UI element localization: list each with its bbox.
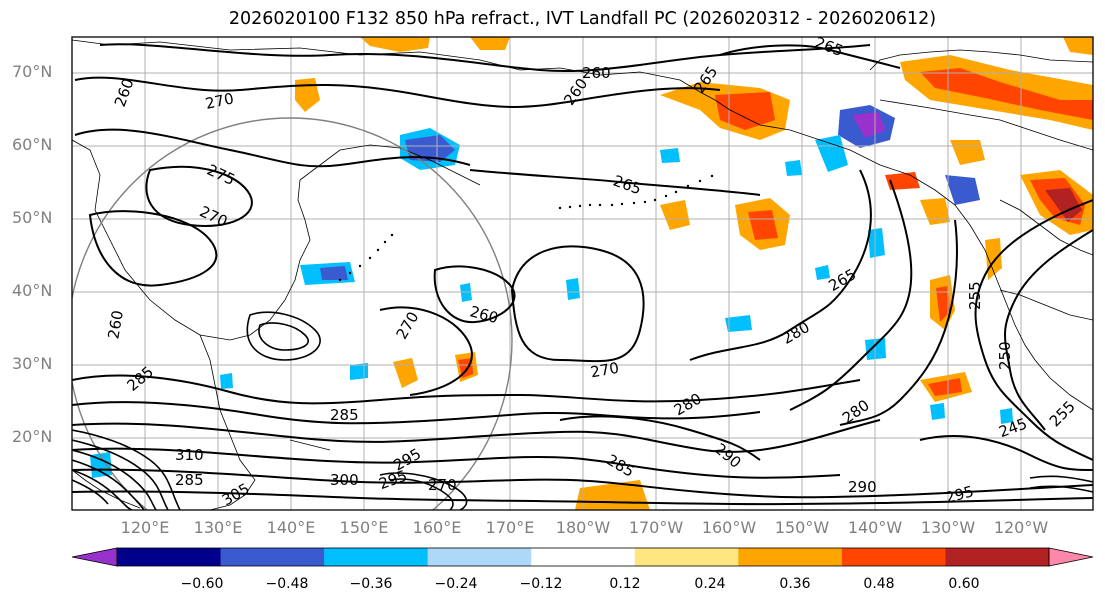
lat-label: 50°N <box>12 208 53 227</box>
colorbar <box>71 547 1094 567</box>
lon-label: 120°W <box>993 518 1049 537</box>
colorbar-tick-label: 0.48 <box>863 576 895 592</box>
contour-label: 270 <box>589 359 620 382</box>
lat-label: 70°N <box>12 62 53 81</box>
lat-label: 20°N <box>12 427 53 446</box>
colorbar-frame <box>116 547 1050 567</box>
lon-label: 180°W <box>555 518 611 537</box>
colorbar-tick-label: −0.48 <box>265 576 309 592</box>
colorbar-tick-label: −0.36 <box>349 576 393 592</box>
map-title: 2026020100 F132 850 hPa refract., IVT La… <box>228 9 937 29</box>
contour-label: 290 <box>848 478 877 496</box>
colorbar-tick-label: 0.12 <box>609 576 641 592</box>
colorbar-cell <box>117 548 222 566</box>
lat-label: 40°N <box>12 281 53 300</box>
colorbar-cell <box>945 548 1050 566</box>
colorbar-tick-label: −0.12 <box>519 576 563 592</box>
lon-label: 170°E <box>485 518 535 537</box>
islands <box>338 174 714 282</box>
colorbar-tick-label: 0.36 <box>779 576 811 592</box>
lon-label: 150°W <box>774 518 830 537</box>
contour-label: 260 <box>582 64 611 82</box>
colorbar-cell <box>841 548 946 566</box>
contour-label: 250 <box>996 341 1014 370</box>
lon-label: 150°E <box>339 518 389 537</box>
domain-circle <box>72 117 513 510</box>
colorbar-extend-right <box>1048 547 1094 567</box>
lon-label: 130°W <box>920 518 976 537</box>
lon-label: 160°W <box>701 518 757 537</box>
contour-label: 260 <box>104 309 127 340</box>
colorbar-cell <box>220 548 325 566</box>
map-frame <box>71 36 1094 511</box>
lon-label: 170°W <box>628 518 684 537</box>
contour-label: 270 <box>428 476 457 494</box>
contour-lines <box>72 43 1093 506</box>
lon-label: 160°E <box>412 518 462 537</box>
contour-label: 310 <box>175 446 204 464</box>
colorbar-tick-label: 0.24 <box>694 576 726 592</box>
lat-label: 30°N <box>12 354 53 373</box>
colorbar-tick-label: 0.60 <box>948 576 980 592</box>
lon-label: 120°E <box>120 518 170 537</box>
contour-label: 300 <box>330 471 359 489</box>
colorbar-cells <box>117 548 1050 566</box>
colorbar-extend-left <box>71 547 118 567</box>
contour-label: 285 <box>175 471 204 489</box>
contour-label: 285 <box>330 406 359 424</box>
colorbar-cell <box>634 548 739 566</box>
contour-cluster <box>72 311 1093 510</box>
colorbar-tick-label: −0.24 <box>434 576 478 592</box>
colorbar-cell <box>324 548 429 566</box>
lon-label: 140°E <box>266 518 316 537</box>
lon-label: 140°W <box>847 518 903 537</box>
colorbar-cell <box>531 548 636 566</box>
contour-label: 255 <box>966 281 984 310</box>
colorbar-cell <box>427 548 532 566</box>
lon-label: 130°E <box>193 518 243 537</box>
colorbar-tick-label: −0.60 <box>180 576 224 592</box>
colorbar-cell <box>738 548 843 566</box>
contour-label: 270 <box>204 89 236 113</box>
lat-label: 60°N <box>12 135 53 154</box>
